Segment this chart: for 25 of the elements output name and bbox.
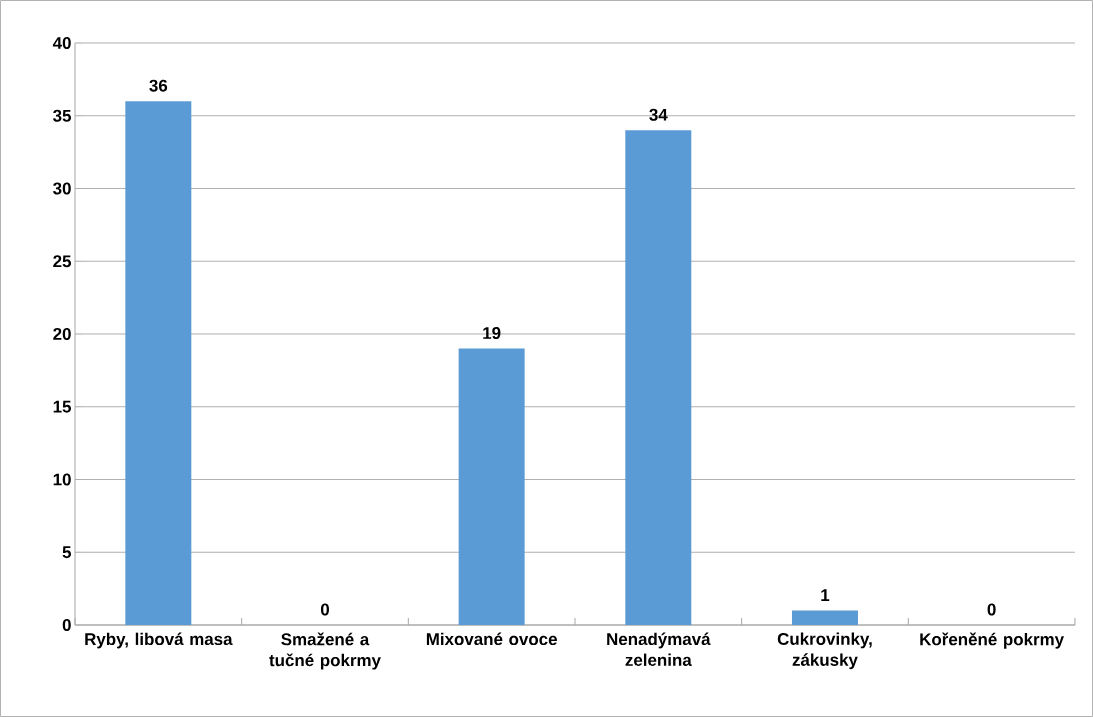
y-tick-label: 0 <box>62 619 71 631</box>
x-tick-label: Kořeněné pokrmy <box>920 632 1064 649</box>
bar <box>458 348 525 625</box>
y-tick-label: 15 <box>53 400 72 413</box>
data-label: 36 <box>149 79 168 92</box>
data-label: 34 <box>649 108 668 121</box>
x-tick-label: Mixované ovoce <box>426 632 557 646</box>
y-tick-label: 10 <box>53 473 71 486</box>
x-tick-label: Nenadýmavá zelenina <box>607 632 711 667</box>
y-tick-label: 35 <box>53 109 72 122</box>
x-tick-label: Cukrovinky, zákusky <box>777 632 872 670</box>
data-label: 1 <box>821 589 830 601</box>
data-label: 0 <box>320 603 329 616</box>
y-tick-label: 25 <box>53 255 72 268</box>
bar <box>791 610 858 625</box>
bar <box>125 101 192 625</box>
data-label: 0 <box>987 603 996 616</box>
bar <box>625 130 692 625</box>
x-tick-label: Smažené a tučné pokrmy <box>269 632 381 670</box>
data-label: 19 <box>483 327 501 340</box>
y-tick-label: 20 <box>53 328 71 340</box>
y-tick-label: 30 <box>53 182 71 195</box>
x-tick-label: Ryby, libová masa <box>85 632 233 649</box>
y-tick-label: 5 <box>62 546 72 559</box>
y-tick-label: 40 <box>52 37 71 49</box>
